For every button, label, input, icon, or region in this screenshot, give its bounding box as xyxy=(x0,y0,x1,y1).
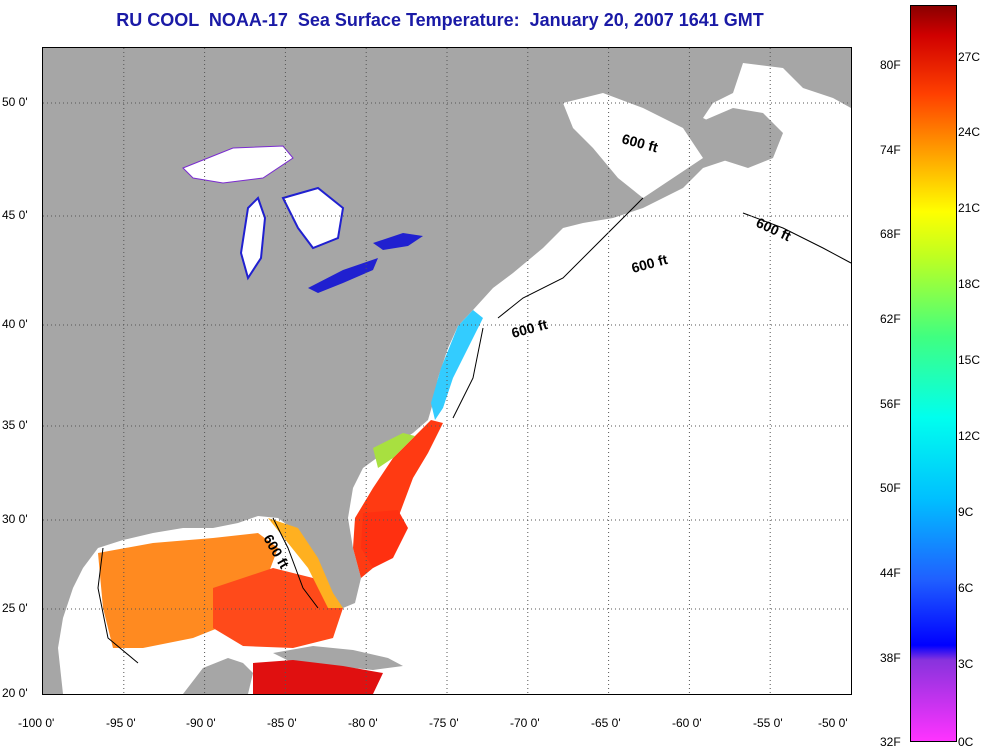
lon-label: -100 0' xyxy=(18,716,55,730)
gulf-stream-green-edge xyxy=(373,433,415,468)
lon-label: -90 0' xyxy=(186,716,216,730)
isobath-600ft xyxy=(97,197,851,664)
colorbar-label-f: 50F xyxy=(880,481,901,495)
lake-superior xyxy=(182,145,294,184)
colorbar-label-f: 74F xyxy=(880,143,901,157)
colorbar-label-c: 27C xyxy=(958,50,981,64)
lat-label: 45 0' xyxy=(2,208,28,222)
colorbar-label-c: 3C xyxy=(958,657,974,671)
lon-label: -70 0' xyxy=(510,716,540,730)
colorbar-label-c: 9C xyxy=(958,505,974,519)
land-cuba xyxy=(273,646,403,670)
colorbar-label-c: 18C xyxy=(958,277,981,291)
colorbar-label-f: 38F xyxy=(880,651,901,665)
colorbar-label-f: 56F xyxy=(880,397,901,411)
lat-label: 25 0' xyxy=(2,601,28,615)
lon-label: -95 0' xyxy=(106,716,136,730)
colorbar-label-f: 68F xyxy=(880,227,901,241)
lon-label: -75 0' xyxy=(429,716,459,730)
land-north-america xyxy=(43,48,851,694)
contour-label-2: 600 ft xyxy=(754,214,794,244)
colorbar-label-c: 0C xyxy=(958,735,974,749)
colorbar-label-f: 62F xyxy=(880,312,901,326)
shelf-cold-water xyxy=(431,310,483,420)
lat-label: 35 0' xyxy=(2,418,28,432)
gulf-of-mexico-red xyxy=(213,568,343,648)
graticule xyxy=(43,48,851,694)
colorbar-label-f: 80F xyxy=(880,58,901,72)
lon-label: -85 0' xyxy=(267,716,297,730)
west-florida-shelf xyxy=(268,518,343,608)
lake-ontario xyxy=(373,233,423,250)
lon-label: -50 0' xyxy=(818,716,848,730)
lon-label: -60 0' xyxy=(672,716,702,730)
florida-warm-blob xyxy=(361,510,408,568)
gulf-st-lawrence xyxy=(563,93,703,198)
sst-map: 600 ft 600 ft 600 ft 600 ft 600 ft xyxy=(42,47,852,695)
colorbar-label-f: 32F xyxy=(880,735,901,749)
land-newfoundland xyxy=(698,108,783,168)
colorbar-label-c: 21C xyxy=(958,201,981,215)
lake-erie xyxy=(308,258,378,293)
lon-label: -80 0' xyxy=(348,716,378,730)
lat-label: 40 0' xyxy=(2,317,28,331)
map-title: RU COOL NOAA-17 Sea Surface Temperature:… xyxy=(116,10,764,30)
temperature-colorbar xyxy=(910,5,957,742)
colorbar-label-c: 24C xyxy=(958,125,981,139)
lat-label: 20 0' xyxy=(2,686,28,700)
lon-label: -65 0' xyxy=(591,716,621,730)
colorbar-label-f: 44F xyxy=(880,566,901,580)
lat-label: 30 0' xyxy=(2,512,28,526)
land-yucatan xyxy=(183,658,253,694)
colorbar-label-c: 15C xyxy=(958,353,981,367)
sst-map-canvas: 600 ft 600 ft 600 ft 600 ft 600 ft xyxy=(43,48,851,694)
contour-label-4: 600 ft xyxy=(510,316,550,341)
contour-label-3: 600 ft xyxy=(630,251,670,276)
lat-label: 50 0' xyxy=(2,95,28,109)
colorbar-label-c: 12C xyxy=(958,429,981,443)
lake-michigan xyxy=(239,196,267,281)
lake-huron xyxy=(281,186,345,250)
colorbar-label-c: 6C xyxy=(958,581,974,595)
lon-label: -55 0' xyxy=(753,716,783,730)
